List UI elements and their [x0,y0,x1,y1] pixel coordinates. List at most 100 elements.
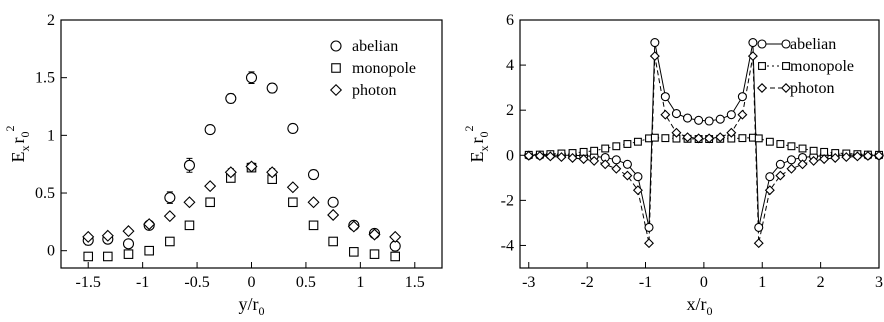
y-tick-label: 2 [506,102,514,119]
series-line-monopole [528,137,879,156]
photon-point [830,153,841,163]
photon-point [862,150,873,161]
x-tick-label: -1 [639,274,652,291]
x-tick-label: -2 [580,274,593,291]
abelian-point [754,222,764,232]
monopole-point [612,142,621,151]
abelian-point [748,37,758,48]
abelian-point [183,159,196,171]
photon-point [682,132,693,143]
y-tick-label: 1.5 [35,70,55,87]
abelian-point [611,155,621,165]
abelian-point [164,192,176,204]
photon-point [611,163,622,174]
photon-point [753,238,764,249]
abelian-point [660,92,670,102]
legend-symbol-photon [757,83,767,93]
y-tick-label: 2 [47,12,55,29]
abelian-point [266,82,278,94]
y-tick-label: 0 [47,243,55,260]
abelian-point [204,124,216,136]
photon-point [715,132,726,143]
photon-point [747,51,758,62]
abelian-point [245,72,258,84]
x-tick-label: 2 [817,274,825,291]
series-line-abelian [528,42,879,228]
monopole-point [601,144,610,153]
x-tick-label: 1 [758,274,766,291]
abelian-point [682,113,693,123]
photon-point [101,229,114,242]
x-tick-label: 1 [356,274,364,291]
photon-point [534,150,545,161]
photon-point [852,151,863,162]
y-tick-label: 1 [47,127,55,144]
x-tick-label: -1.5 [76,274,101,291]
monopole-point [144,245,154,256]
photon-point [122,225,135,238]
abelian-point [671,109,681,119]
photon-point [578,154,589,165]
x-tick-label: 0 [248,274,256,291]
monopole-point [809,146,818,155]
monopole-point [308,220,319,231]
monopole-point [623,140,632,148]
left-data-marks [82,71,402,262]
photon-point [266,166,279,179]
left-legend: abelian monopole photon [329,38,416,99]
legend-symbol-photon [781,83,791,93]
photon-point [307,196,320,209]
monopole-point [738,134,747,143]
monopole-point [349,247,359,257]
photon-point [819,154,830,165]
monopole-point [83,251,94,262]
monopole-point [184,220,195,231]
photon-point [347,220,360,233]
abelian-point [327,196,339,208]
photon-point [143,218,156,231]
abelian-point [704,116,714,126]
abelian-point [775,159,785,169]
right-legend-abelian: abelian [790,36,836,53]
left-y-axis-label: Exr02 [3,126,32,163]
abelian-point [650,37,660,48]
y-tick-label: -4 [501,237,514,254]
x-tick-label: -3 [522,274,535,291]
monopole-point [205,197,215,208]
monopole-point [165,236,175,247]
monopole-point [103,251,113,262]
right-legend: abelian monopole photon [757,36,854,97]
right-chart: -3 -2 -1 0 1 2 3 -4 -2 0 2 4 6 x/r0 Exr02 abelian mo… [462,12,884,318]
photon-point [841,152,852,163]
photon-point [632,185,643,196]
monopole-point [590,146,599,155]
x-tick-label: -0.5 [184,274,209,291]
monopole-point [288,197,298,208]
abelian-point [225,92,237,104]
legend-symbol-photon [329,83,343,97]
monopole-point [661,134,670,143]
photon-point [82,230,95,243]
monopole-point [798,144,807,153]
photon-point [204,180,217,193]
y-tick-label: -2 [501,192,514,209]
photon-point [874,150,884,161]
photon-point [545,151,556,162]
y-tick-label: 0.5 [35,185,55,202]
left-legend-monopole: monopole [352,60,416,77]
monopole-point [765,137,774,146]
photon-point [644,238,654,249]
photon-point [163,210,176,223]
photon-point [704,133,715,144]
monopole-point [328,236,338,247]
x-tick-label: 0.5 [296,274,316,291]
photon-point [660,109,671,120]
x-tick-label: 0 [700,274,708,291]
left-plot-frame [60,19,443,269]
right-legend-monopole: monopole [790,58,854,75]
left-x-axis-label: y/r0 [239,294,265,318]
abelian-point [765,172,775,182]
photon-point [786,163,797,174]
photon-point [737,109,748,120]
